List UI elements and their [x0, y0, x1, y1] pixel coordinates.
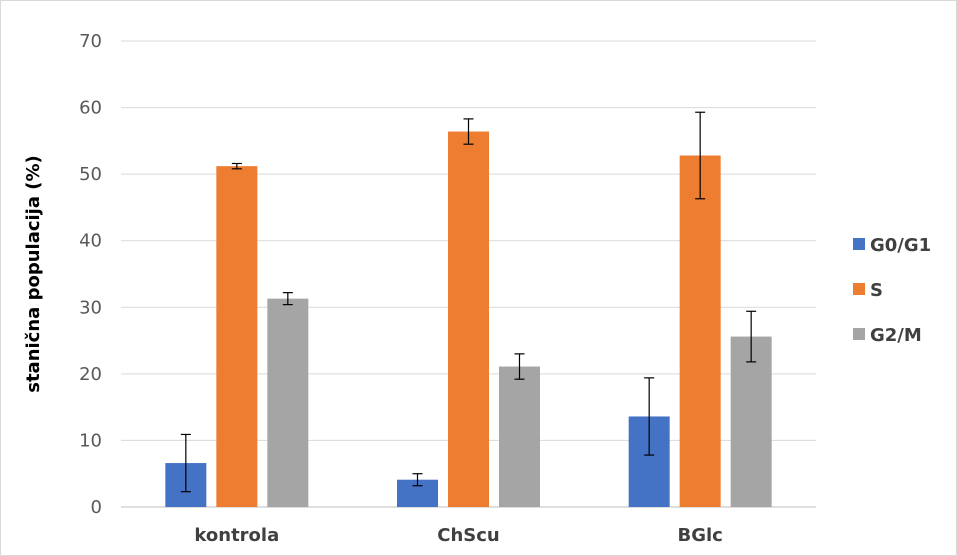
bar: [267, 298, 309, 507]
legend-swatch: [853, 283, 865, 295]
y-tick-label: 30: [79, 297, 102, 318]
bar: [216, 166, 258, 507]
legend-label: S: [870, 280, 883, 301]
bar: [679, 155, 721, 507]
y-tick-label: 10: [79, 430, 102, 451]
y-tick-label: 60: [79, 98, 102, 119]
y-tick-label: 20: [79, 364, 102, 385]
bar: [499, 366, 540, 507]
legend-swatch: [853, 238, 865, 250]
x-category-label: kontrola: [194, 525, 279, 546]
y-tick-label: 40: [79, 231, 102, 252]
y-axis-title: stanična populacija (%): [23, 155, 44, 393]
y-tick-label: 70: [79, 31, 102, 52]
legend-label: G2/M: [870, 325, 922, 346]
y-tick-label: 50: [79, 164, 102, 185]
bar: [448, 131, 489, 507]
y-tick-label: 0: [91, 497, 102, 518]
x-category-label: ChScu: [437, 525, 499, 546]
x-category-label: BGlc: [677, 525, 722, 546]
legend-swatch: [853, 328, 865, 340]
legend-label: G0/G1: [870, 235, 931, 256]
bar: [730, 336, 772, 507]
